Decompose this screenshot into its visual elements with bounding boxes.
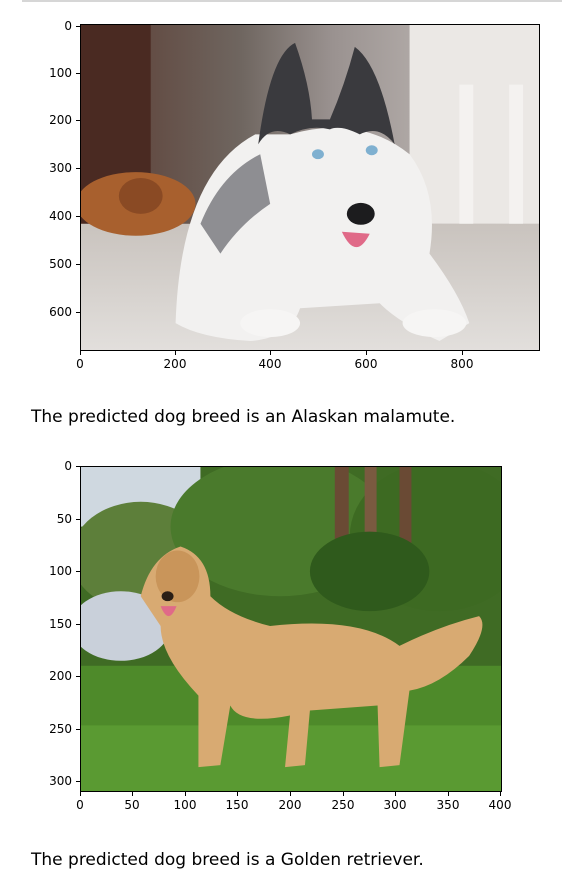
x-tick-label: 400 [258, 357, 282, 371]
y-tick-label: 200 [49, 113, 72, 127]
y-tick-label: 300 [49, 161, 72, 175]
x-tick-label: 800 [450, 357, 474, 371]
x-tick-mark [80, 351, 81, 355]
x-tick-label: 100 [173, 798, 197, 812]
golden-retriever-photo [81, 467, 501, 791]
x-tick-mark [270, 351, 271, 355]
y-tick-mark [76, 676, 80, 677]
x-tick-mark [175, 351, 176, 355]
x-tick-label: 0 [76, 798, 84, 812]
x-tick-mark [500, 792, 501, 796]
x-tick-label: 0 [76, 357, 84, 371]
x-tick-label: 600 [354, 357, 378, 371]
x-tick-mark [185, 792, 186, 796]
y-tick-label: 250 [49, 722, 72, 736]
prediction-text-1: The predicted dog breed is an Alaskan ma… [31, 407, 456, 427]
x-tick-label: 200 [163, 357, 187, 371]
x-tick-mark [237, 792, 238, 796]
cell-divider [22, 0, 562, 2]
y-tick-mark [76, 466, 80, 467]
y-tick-label: 150 [49, 617, 72, 631]
image-frame-1 [80, 24, 540, 351]
x-tick-mark [462, 351, 463, 355]
y-tick-label: 300 [49, 774, 72, 788]
x-tick-mark [366, 351, 367, 355]
y-tick-label: 100 [49, 564, 72, 578]
y-tick-mark [76, 264, 80, 265]
y-tick-mark [76, 312, 80, 313]
x-tick-mark [448, 792, 449, 796]
y-tick-label: 500 [49, 257, 72, 271]
y-tick-label: 50 [56, 512, 72, 526]
husky-photo [81, 25, 539, 350]
y-tick-mark [76, 73, 80, 74]
x-tick-mark [395, 792, 396, 796]
x-tick-label: 400 [488, 798, 512, 812]
y-tick-mark [76, 168, 80, 169]
y-tick-mark [76, 120, 80, 121]
y-tick-label: 200 [49, 669, 72, 683]
x-tick-mark [290, 792, 291, 796]
y-tick-label: 400 [49, 209, 72, 223]
x-tick-label: 150 [225, 798, 249, 812]
y-tick-mark [76, 519, 80, 520]
prediction-text-2: The predicted dog breed is a Golden retr… [31, 850, 424, 870]
y-tick-label: 600 [49, 305, 72, 319]
y-tick-mark [76, 624, 80, 625]
image-frame-2 [80, 466, 502, 792]
y-tick-mark [76, 26, 80, 27]
y-tick-mark [76, 216, 80, 217]
y-tick-mark [76, 571, 80, 572]
x-tick-label: 250 [331, 798, 355, 812]
y-tick-label: 0 [64, 19, 72, 33]
y-tick-mark [76, 781, 80, 782]
x-tick-mark [132, 792, 133, 796]
x-tick-mark [80, 792, 81, 796]
y-tick-mark [76, 729, 80, 730]
y-tick-label: 100 [49, 66, 72, 80]
x-tick-label: 300 [383, 798, 407, 812]
x-tick-label: 350 [436, 798, 460, 812]
x-tick-mark [343, 792, 344, 796]
x-tick-label: 200 [278, 798, 302, 812]
x-tick-label: 50 [124, 798, 140, 812]
y-tick-label: 0 [64, 459, 72, 473]
